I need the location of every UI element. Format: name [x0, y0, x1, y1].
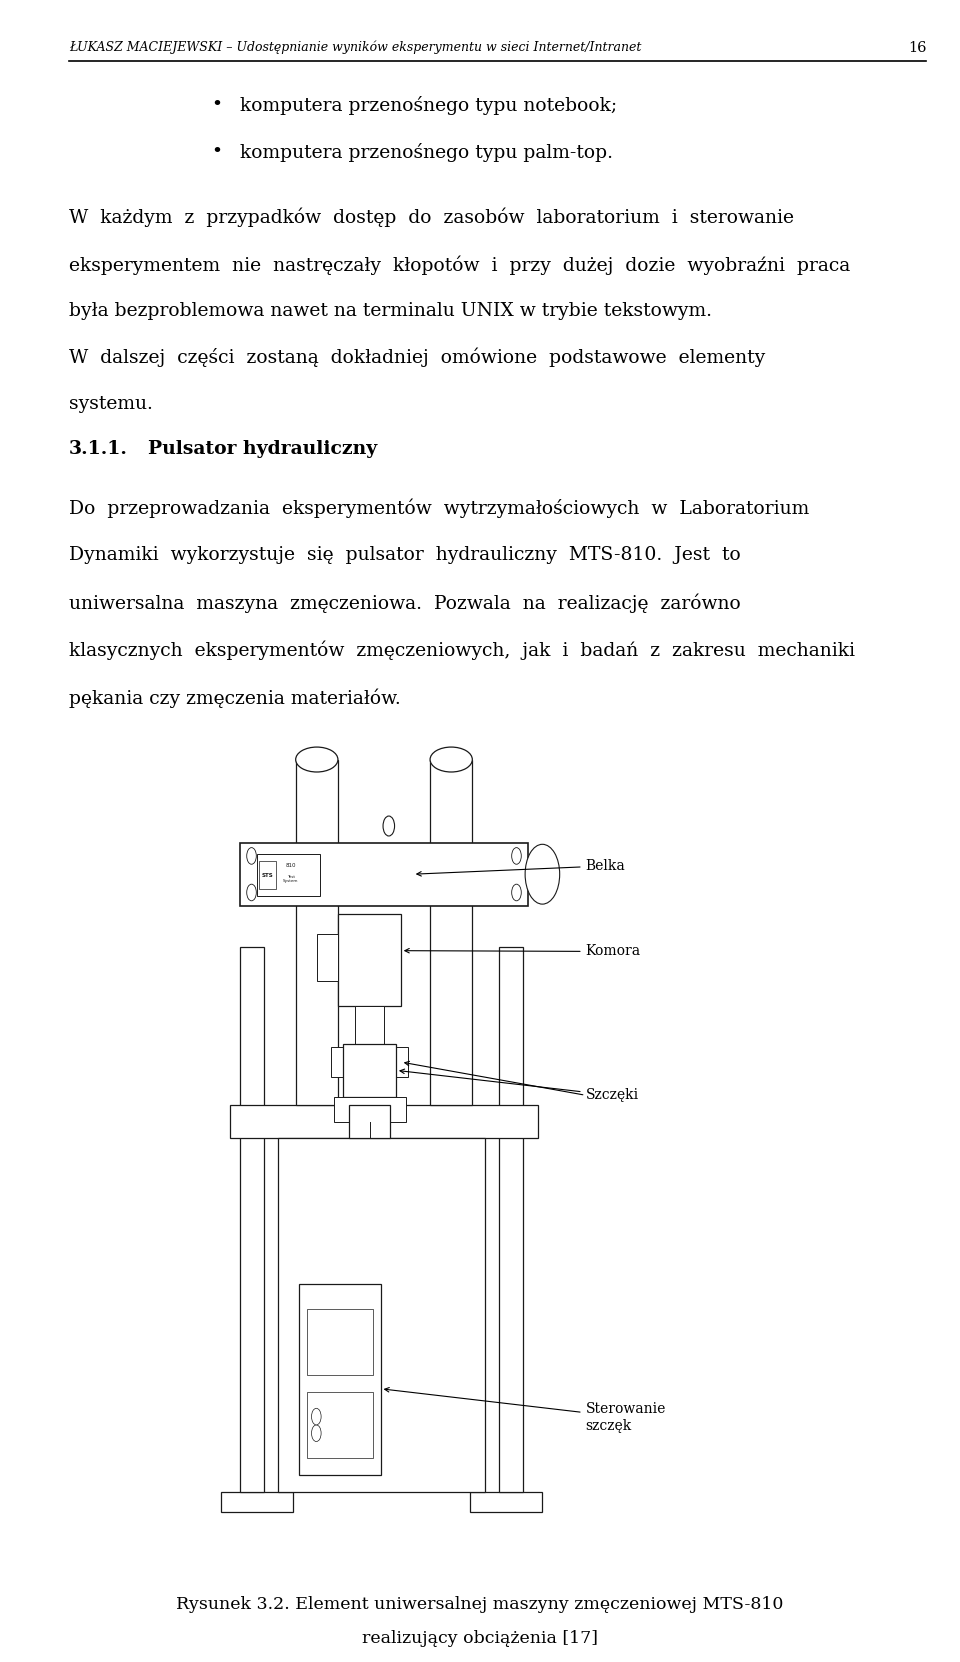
Bar — [257, 854, 320, 896]
Circle shape — [525, 844, 560, 904]
Text: Test
System: Test System — [283, 874, 299, 884]
Text: W  każdym  z  przypadków  dostęp  do  zasobów  laboratorium  i  sterowanie: W każdym z przypadków dostęp do zasobów … — [69, 208, 794, 228]
Text: realizujący obciążenia [17]: realizujący obciążenia [17] — [362, 1630, 598, 1647]
Text: Szczęki: Szczęki — [400, 1069, 638, 1102]
Bar — [470, 1492, 542, 1512]
Bar — [307, 1308, 372, 1374]
Bar — [278, 1138, 485, 1492]
Bar — [240, 947, 264, 1492]
Bar — [430, 760, 472, 1105]
Bar — [240, 843, 528, 906]
Bar — [259, 861, 276, 889]
Text: 3.1.1.: 3.1.1. — [69, 440, 128, 459]
Bar — [339, 914, 401, 1006]
Bar — [296, 760, 338, 1105]
Bar — [221, 1492, 293, 1512]
Circle shape — [383, 816, 395, 836]
Text: klasycznych  eksperymentów  zmęczeniowych,  jak  i  badań  z  zakresu  mechaniki: klasycznych eksperymentów zmęczeniowych,… — [69, 642, 855, 660]
Circle shape — [512, 848, 521, 864]
Bar — [331, 1047, 408, 1077]
Bar — [344, 1044, 396, 1097]
Text: systemu.: systemu. — [69, 394, 153, 412]
Text: Komora: Komora — [405, 944, 640, 959]
Text: 16: 16 — [908, 40, 926, 55]
Text: 810: 810 — [286, 863, 296, 869]
Bar — [317, 934, 339, 981]
Text: W  dalszej  części  zostaną  dokładniej  omówione  podstawowe  elementy: W dalszej części zostaną dokładniej omów… — [69, 347, 765, 367]
Circle shape — [247, 884, 256, 901]
Text: Do  przeprowadzania  eksperymentów  wytrzymałościowych  w  Laboratorium: Do przeprowadzania eksperymentów wytrzym… — [69, 499, 809, 519]
Bar — [334, 1097, 406, 1122]
Bar — [300, 1283, 380, 1474]
Text: Sterowanie
szczęk: Sterowanie szczęk — [385, 1388, 666, 1433]
Bar — [355, 1006, 384, 1047]
Text: Dynamiki  wykorzystuje  się  pulsator  hydrauliczny  MTS-810.  Jest  to: Dynamiki wykorzystuje się pulsator hydra… — [69, 545, 741, 563]
Ellipse shape — [430, 748, 472, 771]
Text: Pulsator hydrauliczny: Pulsator hydrauliczny — [148, 440, 377, 459]
Text: Rysunek 3.2. Element uniwersalnej maszyny zmęczeniowej MTS-810: Rysunek 3.2. Element uniwersalnej maszyn… — [177, 1596, 783, 1612]
Text: Belka: Belka — [417, 859, 625, 876]
Bar — [307, 1391, 372, 1458]
Text: ŁUKASZ MACIEJEWSKI – Udostępnianie wyników eksperymentu w sieci Internet/Intrane: ŁUKASZ MACIEJEWSKI – Udostępnianie wynik… — [69, 40, 641, 55]
Text: •: • — [211, 143, 223, 161]
Bar — [499, 947, 523, 1492]
Circle shape — [512, 884, 521, 901]
Circle shape — [247, 848, 256, 864]
Text: komputera przenośnego typu palm-top.: komputera przenośnego typu palm-top. — [240, 143, 613, 161]
Text: uniwersalna  maszyna  zmęczeniowa.  Pozwala  na  realizację  zarówno: uniwersalna maszyna zmęczeniowa. Pozwala… — [69, 593, 741, 613]
Text: eksperymentem  nie  nastręczały  kłopotów  i  przy  dużej  dozie  wyobraźni  pra: eksperymentem nie nastręczały kłopotów i… — [69, 254, 851, 274]
Circle shape — [311, 1408, 321, 1424]
Bar — [230, 1105, 538, 1138]
Text: komputera przenośnego typu notebook;: komputera przenośnego typu notebook; — [240, 96, 617, 115]
Ellipse shape — [296, 748, 338, 771]
Circle shape — [311, 1424, 321, 1441]
Text: pękania czy zmęczenia materiałów.: pękania czy zmęczenia materiałów. — [69, 688, 401, 708]
Text: STS: STS — [262, 873, 274, 878]
Text: •: • — [211, 96, 223, 115]
Bar — [349, 1105, 390, 1138]
Text: była bezproblemowa nawet na terminalu UNIX w trybie tekstowym.: była bezproblemowa nawet na terminalu UN… — [69, 302, 712, 321]
